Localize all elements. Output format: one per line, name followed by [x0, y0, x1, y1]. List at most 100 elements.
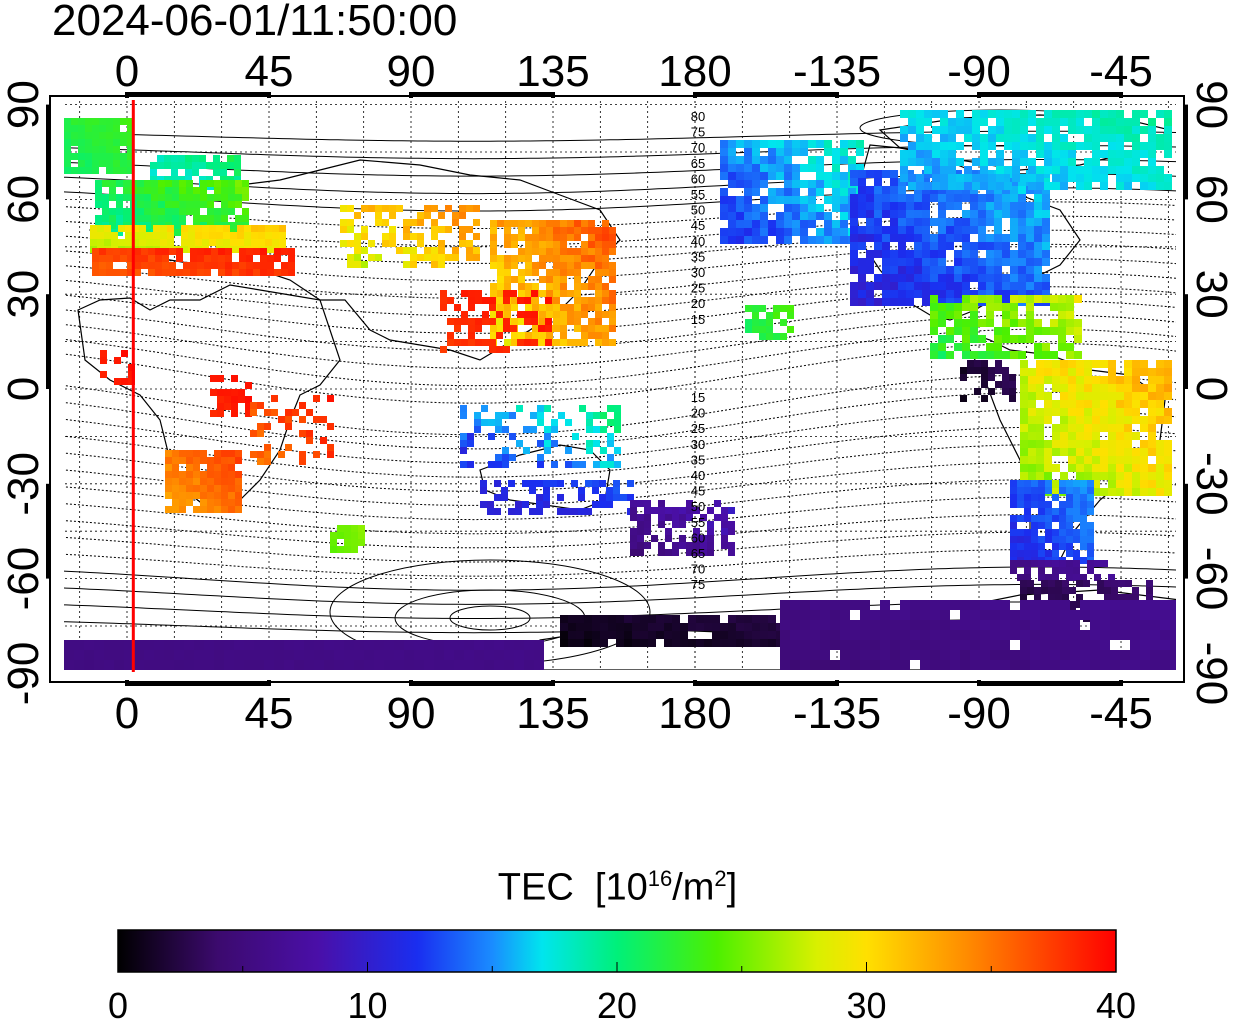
- tec-pixel: [351, 539, 358, 546]
- tec-pixel: [576, 623, 584, 631]
- tec-pixel: [160, 232, 167, 239]
- tec-pixel: [503, 318, 510, 325]
- tec-pixel: [824, 148, 832, 156]
- tec-pixel: [780, 620, 790, 630]
- tec-pixel: [1020, 424, 1028, 432]
- tec-pixel: [496, 332, 503, 339]
- tec-pixel: [223, 232, 230, 239]
- tec-pixel: [347, 205, 354, 212]
- tec-pixel: [1068, 150, 1076, 158]
- tec-pixel: [922, 202, 930, 210]
- tec-pixel: [567, 227, 574, 234]
- tec-pixel: [64, 139, 71, 146]
- tec-pixel: [536, 508, 543, 515]
- tec-pixel: [190, 262, 197, 269]
- tec-pixel: [85, 118, 92, 125]
- tec-pixel: [932, 158, 940, 166]
- tec-pixel: [938, 274, 946, 282]
- tec-pixel: [932, 110, 940, 118]
- contour-label: 70: [691, 140, 705, 155]
- tec-pixel: [686, 507, 693, 514]
- tec-pixel: [188, 232, 195, 239]
- contour-line: [64, 566, 1176, 591]
- tec-pixel: [908, 150, 916, 158]
- tec-pixel: [1080, 522, 1087, 529]
- tec-pixel: [404, 650, 414, 660]
- tec-pixel: [728, 156, 736, 164]
- tec-pixel: [228, 471, 235, 478]
- tec-pixel: [504, 283, 511, 290]
- tec-pixel: [790, 610, 800, 620]
- tec-pixel: [1024, 550, 1031, 557]
- tec-pixel: [347, 261, 354, 268]
- tec-pixel: [92, 132, 99, 139]
- tec-pixel: [71, 125, 78, 132]
- tec-pixel: [576, 631, 584, 639]
- tec-pixel: [978, 226, 986, 234]
- tec-pixel: [1124, 126, 1132, 134]
- tec-pixel: [1164, 448, 1172, 456]
- tec-pixel: [461, 311, 468, 318]
- tec-pixel: [320, 416, 327, 423]
- tec-pixel: [188, 239, 195, 246]
- tec-pixel: [1042, 274, 1050, 282]
- tec-pixel: [1124, 384, 1132, 392]
- tec-pixel: [700, 549, 707, 556]
- tec-pixel: [1074, 319, 1082, 327]
- tec-pixel: [384, 650, 394, 660]
- tec-pixel: [71, 139, 78, 146]
- tec-pixel: [970, 266, 978, 274]
- tec-pixel: [840, 148, 848, 156]
- tec-pixel: [1130, 610, 1140, 620]
- tec-pixel: [996, 150, 1004, 158]
- tec-pixel: [606, 487, 613, 494]
- tec-pixel: [1104, 587, 1111, 594]
- tec-pixel: [85, 167, 92, 174]
- tec-pixel: [1084, 376, 1092, 384]
- tec-pixel: [1004, 126, 1012, 134]
- tec-pixel: [602, 332, 609, 339]
- tec-pixel: [720, 639, 728, 647]
- tec-pixel: [120, 167, 127, 174]
- tec-pixel: [609, 269, 616, 276]
- tec-pixel: [614, 405, 621, 412]
- tec-pixel: [970, 194, 978, 202]
- tec-pixel: [595, 255, 602, 262]
- tec-pixel: [509, 433, 516, 440]
- contour-label: 80: [691, 109, 705, 124]
- tec-pixel: [1020, 134, 1028, 142]
- tec-pixel: [1060, 650, 1070, 660]
- tec-pixel: [254, 650, 264, 660]
- tec-pixel: [1074, 295, 1082, 303]
- tec-pixel: [239, 255, 246, 262]
- tec-pixel: [1026, 250, 1034, 258]
- tec-pixel: [766, 333, 773, 340]
- tec-pixel: [986, 303, 994, 311]
- tec-pixel: [1100, 360, 1108, 368]
- tec-pixel: [940, 166, 948, 174]
- tec-pixel: [940, 660, 950, 670]
- tec-pixel: [1002, 282, 1010, 290]
- tec-pixel: [258, 239, 265, 246]
- tec-pixel: [792, 188, 800, 196]
- tec-pixel: [900, 650, 910, 660]
- tec-pixel: [480, 487, 487, 494]
- tec-pixel: [228, 478, 235, 485]
- tec-pixel: [64, 660, 74, 670]
- tec-pixel: [165, 478, 172, 485]
- tec-pixel: [609, 262, 616, 269]
- tec-pixel: [1156, 488, 1164, 496]
- tec-pixel: [210, 389, 217, 396]
- tec-pixel: [172, 180, 179, 187]
- tec-pixel: [882, 298, 890, 306]
- tec-pixel: [204, 650, 214, 660]
- tec-pixel: [744, 164, 752, 172]
- tec-pixel: [824, 196, 832, 204]
- tec-pixel: [244, 232, 251, 239]
- tec-pixel: [644, 514, 651, 521]
- tec-pixel: [978, 266, 986, 274]
- tec-pixel: [592, 631, 600, 639]
- tec-pixel: [522, 480, 529, 487]
- tec-pixel: [607, 454, 614, 461]
- tec-pixel: [1031, 522, 1038, 529]
